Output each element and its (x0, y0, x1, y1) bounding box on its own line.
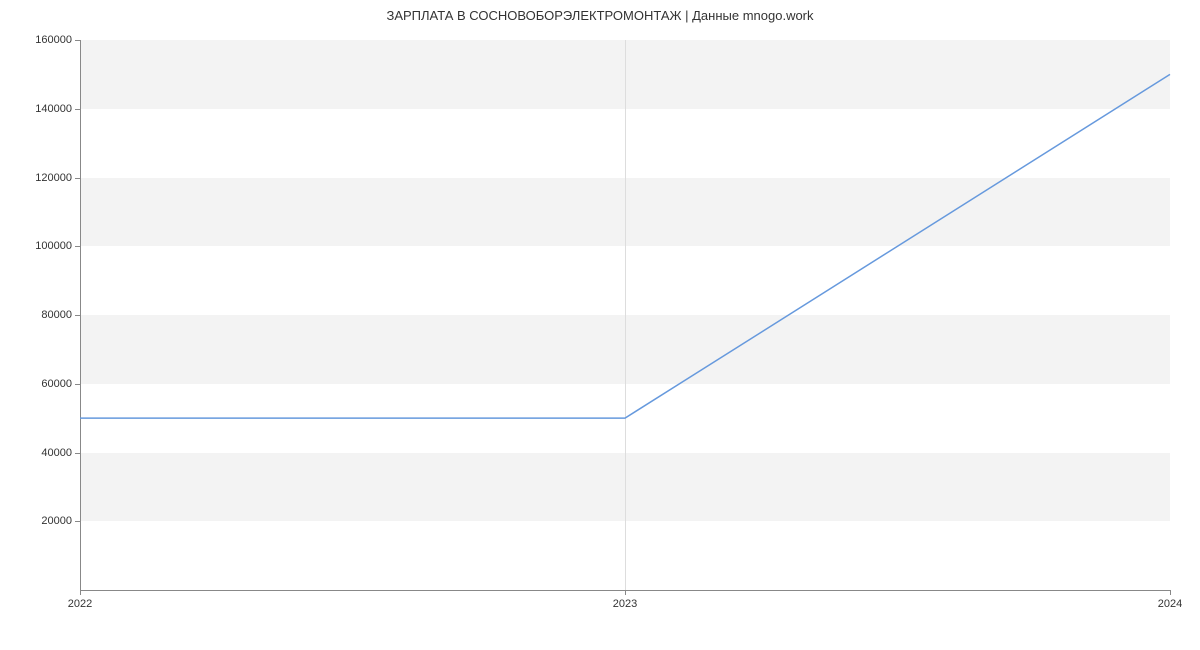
y-tick-label: 60000 (41, 378, 72, 390)
x-tick-label: 2023 (613, 598, 637, 610)
y-tick-label: 40000 (41, 447, 72, 459)
y-tick-label: 20000 (41, 515, 72, 527)
x-tick-mark (80, 590, 81, 595)
y-tick-label: 120000 (35, 172, 72, 184)
y-tick-label: 140000 (35, 103, 72, 115)
y-tick-label: 100000 (35, 240, 72, 252)
x-tick-label: 2022 (68, 598, 92, 610)
y-tick-label: 160000 (35, 34, 72, 46)
plot-area: 2000040000600008000010000012000014000016… (80, 40, 1170, 590)
line-layer (80, 40, 1170, 590)
x-tick-label: 2024 (1158, 598, 1182, 610)
chart-title: ЗАРПЛАТА В СОСНОВОБОРЭЛЕКТРОМОНТАЖ | Дан… (0, 8, 1200, 23)
data-line (80, 74, 1170, 418)
y-tick-label: 80000 (41, 309, 72, 321)
chart-container: ЗАРПЛАТА В СОСНОВОБОРЭЛЕКТРОМОНТАЖ | Дан… (0, 0, 1200, 650)
x-tick-mark (625, 590, 626, 595)
x-tick-mark (1170, 590, 1171, 595)
